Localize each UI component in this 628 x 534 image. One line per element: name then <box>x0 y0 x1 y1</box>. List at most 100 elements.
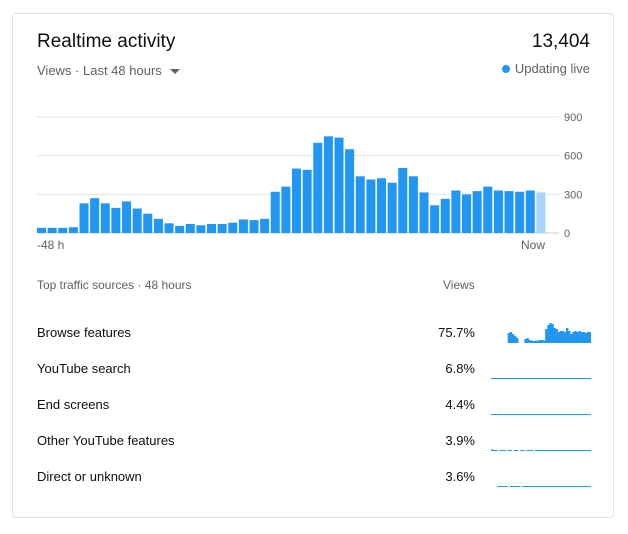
chart-bar[interactable] <box>79 203 89 233</box>
chart-bar[interactable] <box>143 213 153 233</box>
sparkline-bar <box>553 450 556 451</box>
chart-bar[interactable] <box>47 227 57 233</box>
sparkline-bar <box>526 338 529 343</box>
chart-bar[interactable] <box>68 227 78 233</box>
sparkline-bar <box>584 450 588 451</box>
traffic-source-sparkline <box>491 449 591 451</box>
sparkline-bar <box>582 450 586 451</box>
traffic-source-percent: 3.6% <box>445 469 475 484</box>
chart-bar[interactable] <box>228 222 238 233</box>
sparkline-bar <box>541 340 544 343</box>
sparkline-bar <box>563 450 567 451</box>
sparkline-bar <box>522 486 525 487</box>
sparkline-bar <box>530 486 533 487</box>
traffic-source-label: End screens <box>37 397 110 412</box>
chart-bar[interactable] <box>185 223 195 233</box>
traffic-source-row[interactable]: End screens 4.4% <box>13 388 613 424</box>
traffic-source-row[interactable]: Other YouTube features 3.9% <box>13 424 613 460</box>
chart-bar[interactable] <box>196 225 206 233</box>
sparkline-bar <box>570 378 573 379</box>
chart-bar[interactable] <box>260 218 270 233</box>
traffic-source-label: Other YouTube features <box>37 433 175 448</box>
chart-bar[interactable] <box>483 186 493 233</box>
chart-bar[interactable] <box>100 203 110 233</box>
chart-bar[interactable] <box>398 167 408 233</box>
chart-bar[interactable] <box>525 190 535 233</box>
sparkline-bar <box>588 332 591 343</box>
chart-bar[interactable] <box>302 169 312 233</box>
traffic-source-row[interactable]: YouTube search 6.8% <box>13 352 613 388</box>
chart-bar[interactable] <box>515 191 525 233</box>
sparkline-bar <box>497 378 500 379</box>
chart-bar[interactable] <box>493 190 503 233</box>
metric-dropdown[interactable]: Views · Last 48 hours <box>37 63 180 78</box>
sparkline-bar <box>518 486 521 487</box>
sparkline-bar <box>497 414 500 415</box>
sparkline-bar <box>509 450 513 451</box>
sparkline-bar <box>522 378 525 379</box>
chart-bar[interactable] <box>334 137 344 233</box>
sparkline-bar <box>582 378 586 379</box>
traffic-source-percent: 75.7% <box>438 325 475 340</box>
sparkline-bar <box>530 414 533 415</box>
chart-bar[interactable] <box>122 201 132 233</box>
chart-bar[interactable] <box>462 194 472 233</box>
sparkline-bar <box>507 333 511 343</box>
traffic-source-row[interactable]: Direct or unknown 3.6% <box>13 460 613 496</box>
chart-bar[interactable] <box>175 225 185 233</box>
chart-bar[interactable] <box>153 218 163 233</box>
chart-bar[interactable] <box>292 168 302 233</box>
chart-bar[interactable] <box>37 227 47 233</box>
chart-bar[interactable] <box>504 191 514 233</box>
sparkline-bar <box>545 414 548 415</box>
chart-bar[interactable] <box>408 176 418 233</box>
sparkline-bar <box>513 378 517 379</box>
sparkline-bar <box>584 333 588 343</box>
chart-bar[interactable] <box>377 178 387 233</box>
chart-bar[interactable] <box>440 198 450 233</box>
chart-bar[interactable] <box>355 176 365 233</box>
chart-bar[interactable] <box>217 223 227 233</box>
sparkline-bar <box>493 450 496 451</box>
sparkline-bar <box>499 486 502 487</box>
chart-bar[interactable] <box>472 191 482 233</box>
sparkline-bar <box>513 336 517 343</box>
chart-bar[interactable] <box>238 219 248 233</box>
chart-bar[interactable] <box>451 190 461 233</box>
sparkline-bar <box>551 378 554 379</box>
chart-bar[interactable] <box>281 186 291 233</box>
sparkline-bar <box>545 450 548 451</box>
chart-bar[interactable] <box>345 149 355 233</box>
chart-bar[interactable] <box>366 179 376 233</box>
sparkline-bar <box>572 332 575 343</box>
traffic-source-sparkline <box>491 414 591 415</box>
traffic-source-label: Browse features <box>37 325 131 340</box>
chart-bar[interactable] <box>536 192 546 233</box>
chart-bar[interactable] <box>387 182 397 233</box>
chart-bar[interactable] <box>430 205 440 233</box>
chart-bar[interactable] <box>58 227 68 233</box>
realtime-bar-chart: 0 300 600 900 -48 h Now <box>37 112 582 252</box>
chart-bar[interactable] <box>132 208 142 233</box>
chart-bar[interactable] <box>90 198 100 233</box>
sparkline-bar <box>580 450 583 451</box>
total-views: 13,404 <box>531 31 590 52</box>
realtime-activity-card: Realtime activity 13,404 Views · Last 48… <box>12 13 614 518</box>
sparkline-bar <box>495 414 498 415</box>
sparkline-bar <box>576 332 579 343</box>
sparkline-bar <box>576 378 579 379</box>
chart-bar[interactable] <box>323 136 333 233</box>
chart-bar[interactable] <box>313 142 323 233</box>
sparkline-bar <box>518 378 521 379</box>
traffic-source-row[interactable]: Browse features 75.7% <box>13 316 613 352</box>
sparkline-bar <box>557 332 561 343</box>
chart-bar[interactable] <box>249 220 259 233</box>
chart-bar[interactable] <box>111 207 121 233</box>
sparkline-bar <box>528 340 531 343</box>
chart-bar[interactable] <box>207 223 217 233</box>
chart-bar[interactable] <box>270 191 280 233</box>
chart-bar[interactable] <box>164 223 174 233</box>
metric-dropdown-label: Views · Last 48 hours <box>37 63 162 78</box>
chart-bar[interactable] <box>419 192 429 233</box>
sparkline-bar <box>491 378 494 379</box>
